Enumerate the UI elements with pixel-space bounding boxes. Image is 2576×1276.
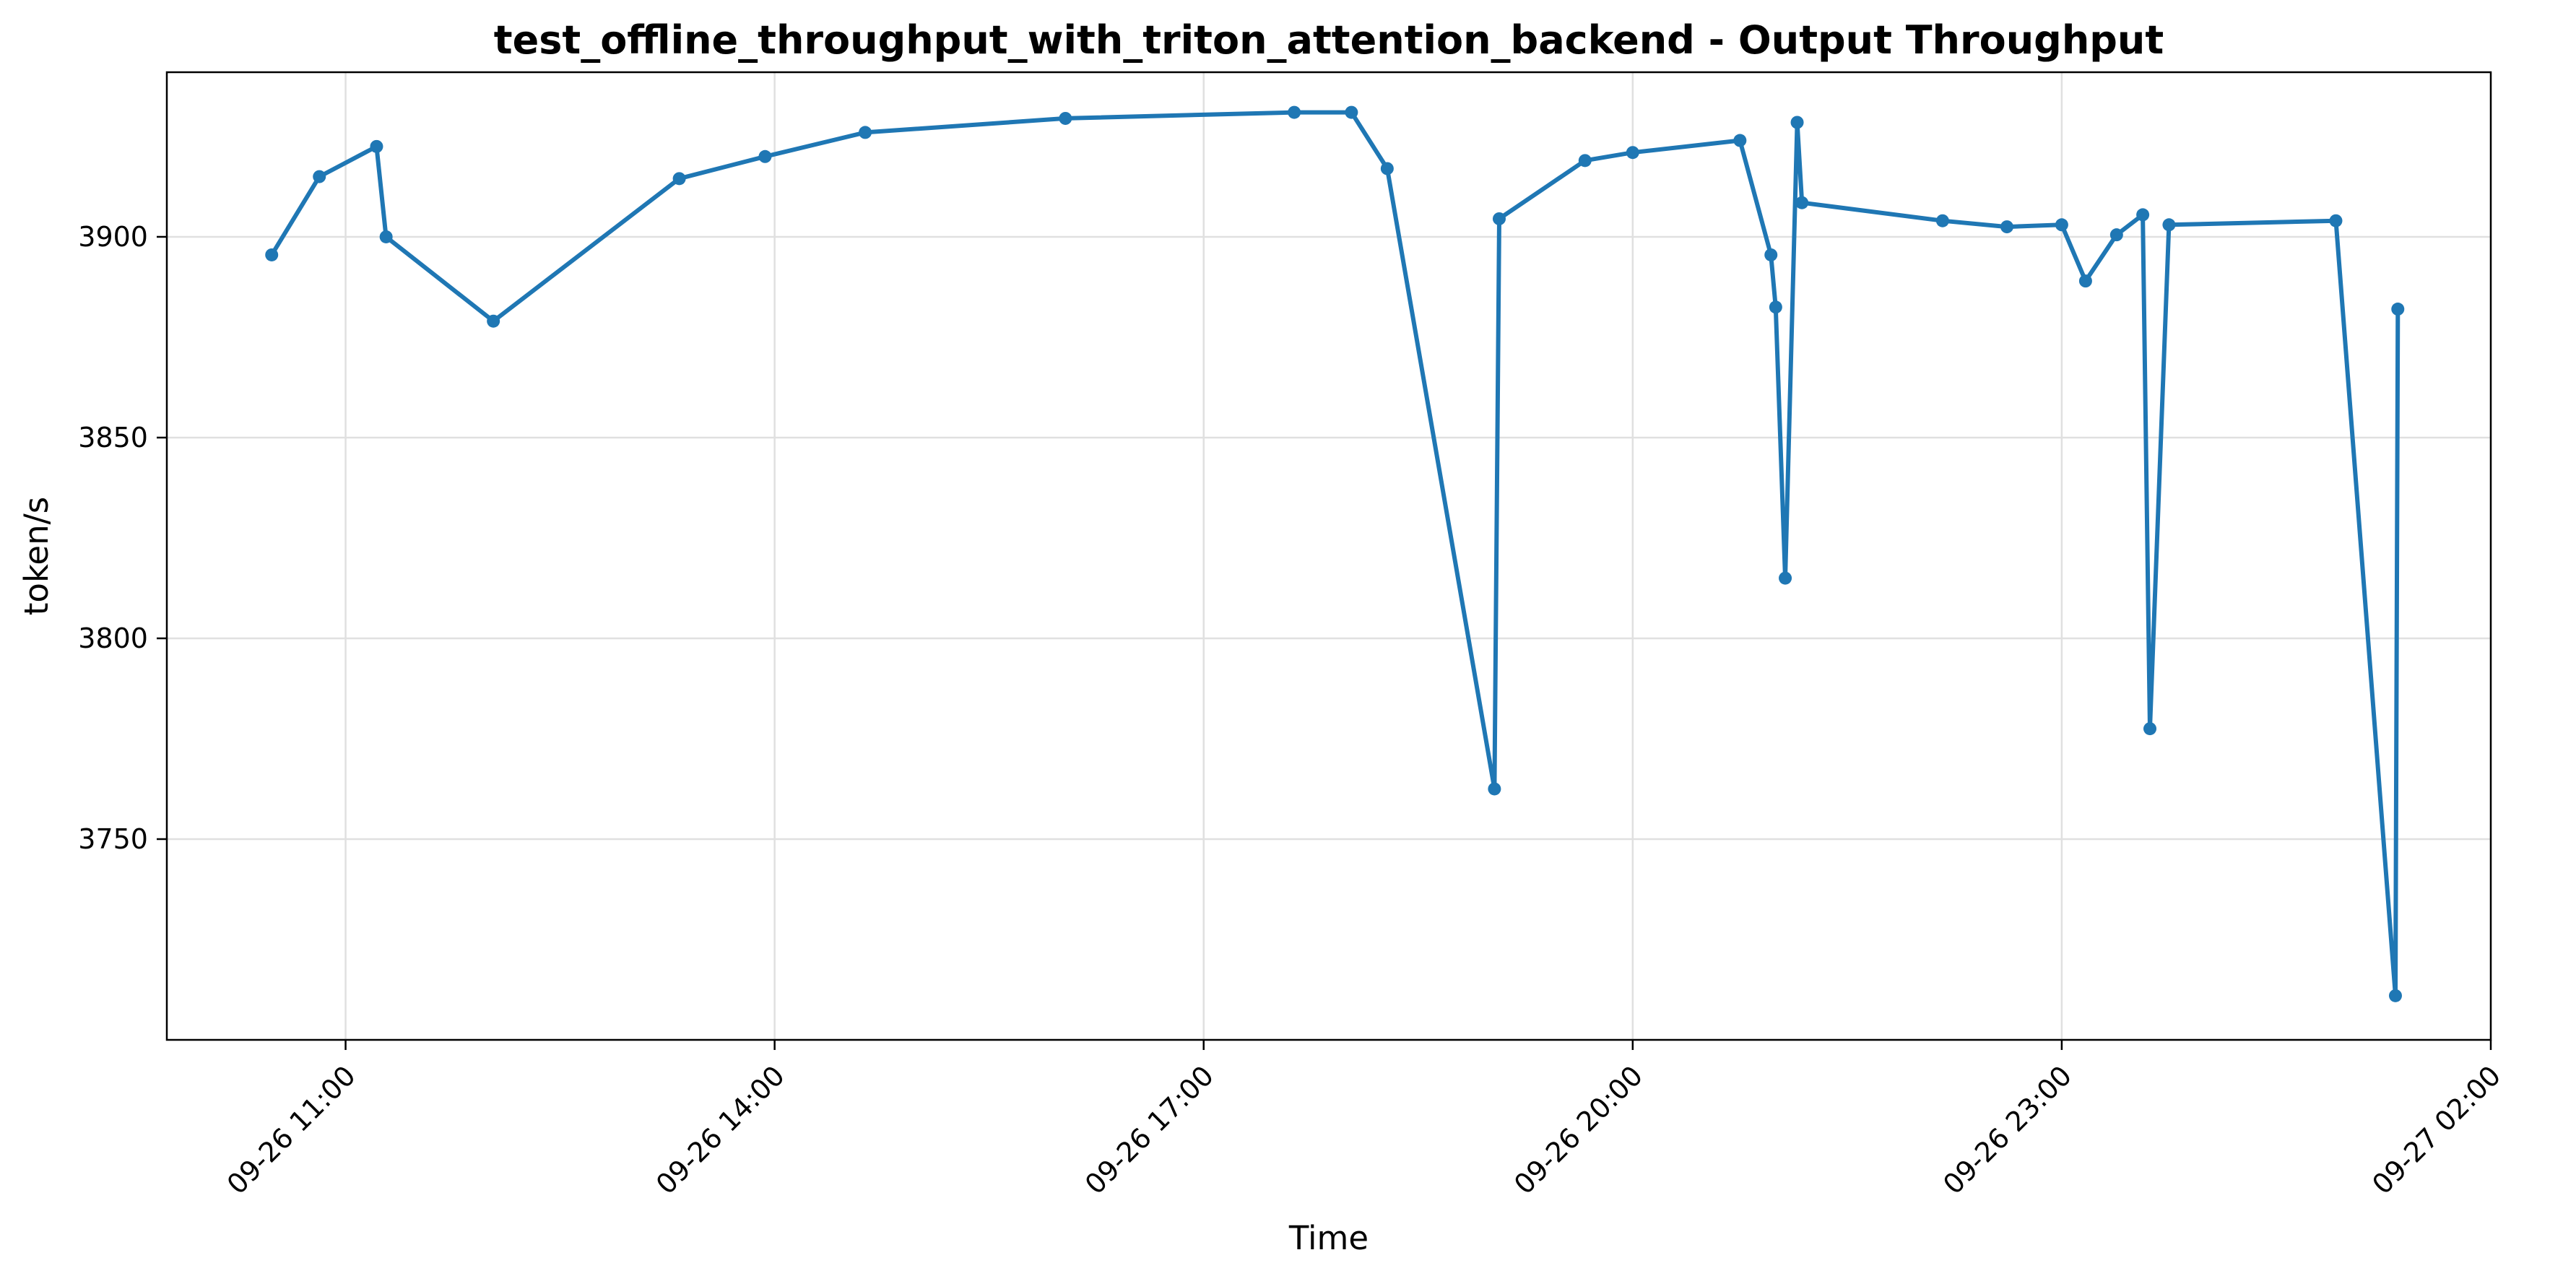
data-point bbox=[1935, 214, 1949, 227]
series-line bbox=[269, 110, 2401, 998]
x-axis-label: Time bbox=[1288, 1219, 1369, 1257]
data-point bbox=[1492, 212, 1506, 225]
data-point bbox=[370, 139, 383, 153]
data-point bbox=[2136, 208, 2150, 222]
data-point bbox=[1764, 248, 1778, 261]
data-point bbox=[1059, 111, 1072, 125]
data-point bbox=[2391, 303, 2405, 316]
data-point bbox=[1795, 196, 1809, 209]
data-point bbox=[2078, 274, 2092, 288]
x-tick-label: 09-26 20:00 bbox=[1508, 1059, 1649, 1200]
plot-area-frame bbox=[165, 71, 2492, 1041]
axes: 09-26 11:00 09-26 14:00 09-26 17:00 09-26 2… bbox=[78, 221, 2507, 1200]
data-point bbox=[1578, 154, 1592, 168]
y-tick-label: 3900 bbox=[78, 221, 148, 253]
data-point bbox=[1790, 116, 1804, 129]
x-tick-label: 09-26 23:00 bbox=[1937, 1059, 2078, 1200]
y-tick-label: 3850 bbox=[78, 422, 148, 453]
data-point bbox=[758, 149, 772, 163]
data-point bbox=[487, 314, 500, 328]
data-point bbox=[265, 248, 279, 261]
data-point bbox=[2143, 722, 2157, 736]
x-tick-label: 09-26 17:00 bbox=[1079, 1059, 1220, 1200]
data-point bbox=[1488, 782, 1501, 796]
y-axis-label: token/s bbox=[17, 497, 56, 615]
data-point bbox=[379, 230, 393, 243]
x-tick-label: 09-27 02:00 bbox=[2366, 1059, 2507, 1200]
y-tick-label: 3800 bbox=[78, 622, 148, 654]
series-layer bbox=[265, 105, 2405, 1002]
data-point bbox=[2162, 218, 2176, 232]
data-point bbox=[2388, 989, 2402, 1002]
data-point bbox=[1345, 105, 1358, 119]
data-point bbox=[859, 126, 872, 139]
x-tick-label: 09-26 11:00 bbox=[221, 1059, 362, 1200]
data-point bbox=[313, 170, 326, 183]
y-tick-label: 3750 bbox=[78, 823, 148, 855]
data-point bbox=[1733, 134, 1747, 147]
data-point bbox=[1380, 162, 1394, 175]
data-point bbox=[2109, 228, 2123, 242]
data-point bbox=[1626, 146, 1639, 160]
x-tick-label: 09-26 14:00 bbox=[650, 1059, 791, 1200]
chart-title: test_offline_throughput_with_triton_atte… bbox=[494, 17, 2164, 63]
data-point bbox=[2000, 220, 2013, 234]
data-point bbox=[2329, 214, 2343, 227]
data-point bbox=[1769, 300, 1782, 314]
data-point bbox=[1779, 571, 1792, 585]
data-point bbox=[2055, 218, 2068, 232]
data-point bbox=[1288, 105, 1301, 119]
data-point bbox=[672, 172, 686, 186]
